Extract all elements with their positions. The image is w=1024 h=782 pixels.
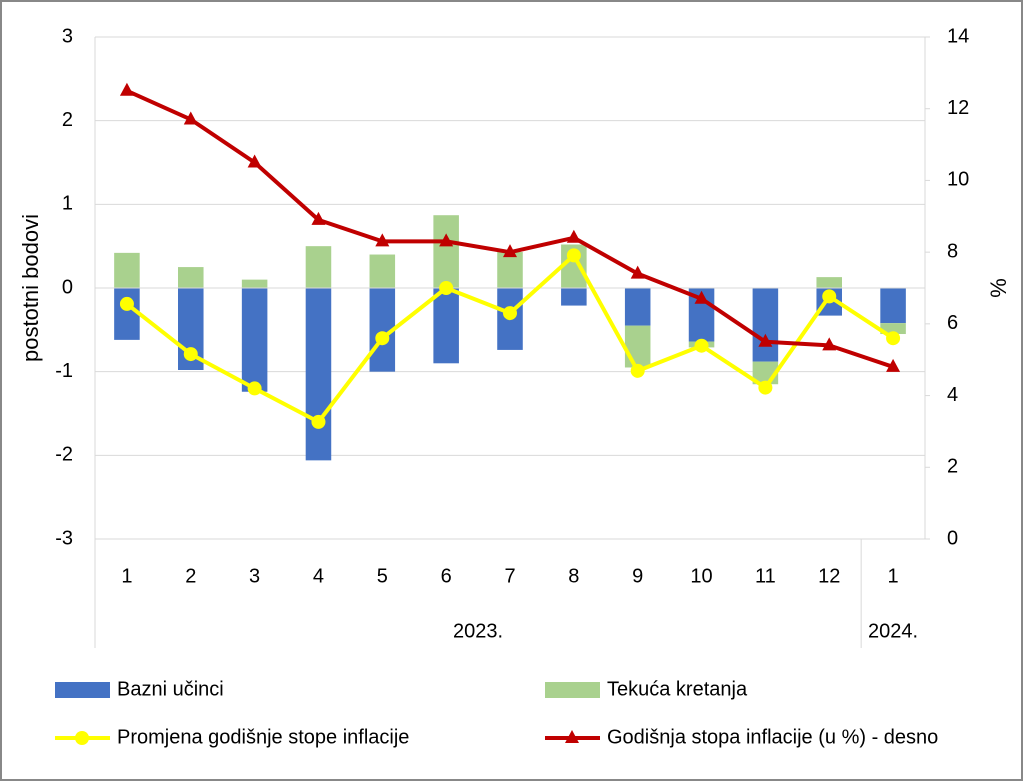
bar: [305, 246, 332, 288]
y-axis-label: postotni bodovi: [18, 214, 43, 362]
x-tick-label: 4: [313, 565, 324, 587]
y2-tick-label: 2: [947, 456, 958, 478]
legend-label: Bazni učinci: [117, 678, 224, 700]
bar: [114, 288, 140, 340]
y2-tick-label: 8: [947, 240, 958, 262]
y2-tick-label: 0: [947, 527, 958, 549]
marker: [247, 381, 262, 396]
marker: [375, 233, 390, 247]
marker: [630, 265, 645, 279]
y2-axis-label: %: [986, 278, 1011, 298]
x-tick-label: 6: [441, 565, 452, 587]
marker: [119, 82, 134, 96]
bar: [880, 288, 906, 324]
y-tick-label: -3: [55, 527, 73, 549]
legend-label: Tekuća kretanja: [607, 678, 748, 700]
marker: [694, 290, 709, 304]
legend-marker: [565, 730, 579, 743]
legend-swatch: [55, 682, 110, 698]
legend-label: Godišnja stopa inflacije (u %) - desno: [607, 726, 938, 748]
bar: [305, 288, 332, 461]
marker: [566, 248, 581, 263]
marker: [566, 229, 581, 243]
bar: [433, 215, 459, 288]
y2-tick-label: 10: [947, 169, 969, 191]
marker: [503, 306, 517, 321]
y-tick-label: -2: [55, 444, 73, 466]
x-tick-label: 11: [755, 565, 776, 587]
marker: [758, 380, 773, 395]
y2-tick-label: 6: [947, 312, 958, 334]
y-tick-label: 3: [62, 25, 73, 47]
marker: [311, 211, 326, 225]
bar: [624, 288, 651, 326]
marker: [758, 333, 773, 347]
bar: [241, 279, 268, 288]
marker: [630, 363, 645, 378]
x-tick-label: 1: [888, 565, 899, 587]
y-tick-label: 1: [62, 193, 73, 215]
y-tick-label: 2: [62, 109, 73, 131]
bar: [752, 288, 779, 362]
bar: [114, 252, 140, 288]
marker: [886, 331, 901, 346]
bar: [561, 288, 587, 306]
x-tick-label: 8: [568, 565, 579, 587]
bar: [178, 267, 204, 288]
marker: [886, 358, 901, 372]
x-tick-label: 1: [121, 565, 132, 587]
marker: [439, 233, 454, 247]
y-tick-label: -1: [55, 360, 73, 382]
group-label: 2023.: [453, 620, 503, 642]
marker: [822, 289, 837, 304]
bar: [880, 323, 906, 335]
bar: [624, 325, 651, 368]
x-tick-label: 12: [818, 565, 840, 587]
x-tick-label: 2: [185, 565, 196, 587]
bar: [369, 254, 396, 288]
marker: [183, 347, 198, 362]
bar: [497, 252, 523, 288]
marker: [822, 337, 837, 351]
marker: [183, 111, 198, 125]
group-label: 2024.: [868, 620, 918, 642]
bar: [816, 277, 842, 288]
x-tick-label: 9: [632, 565, 643, 587]
y2-tick-label: 14: [947, 25, 969, 47]
x-tick-label: 10: [690, 565, 712, 587]
legend-marker: [75, 731, 89, 745]
marker: [503, 244, 517, 258]
y2-tick-label: 4: [947, 384, 958, 406]
legend-swatch: [545, 682, 600, 698]
x-tick-label: 7: [504, 565, 515, 587]
y-tick-label: 0: [62, 276, 73, 298]
marker: [439, 281, 454, 295]
x-tick-label: 3: [249, 565, 260, 587]
x-tick-label: 5: [377, 565, 388, 587]
marker: [119, 296, 134, 311]
marker: [311, 414, 326, 429]
legend-label: Promjena godišnje stope inflacije: [117, 726, 409, 748]
marker: [694, 338, 709, 353]
bar: [241, 288, 268, 392]
bar: [433, 288, 459, 364]
marker: [247, 154, 262, 168]
marker: [375, 331, 390, 346]
y2-tick-label: 12: [947, 97, 969, 119]
